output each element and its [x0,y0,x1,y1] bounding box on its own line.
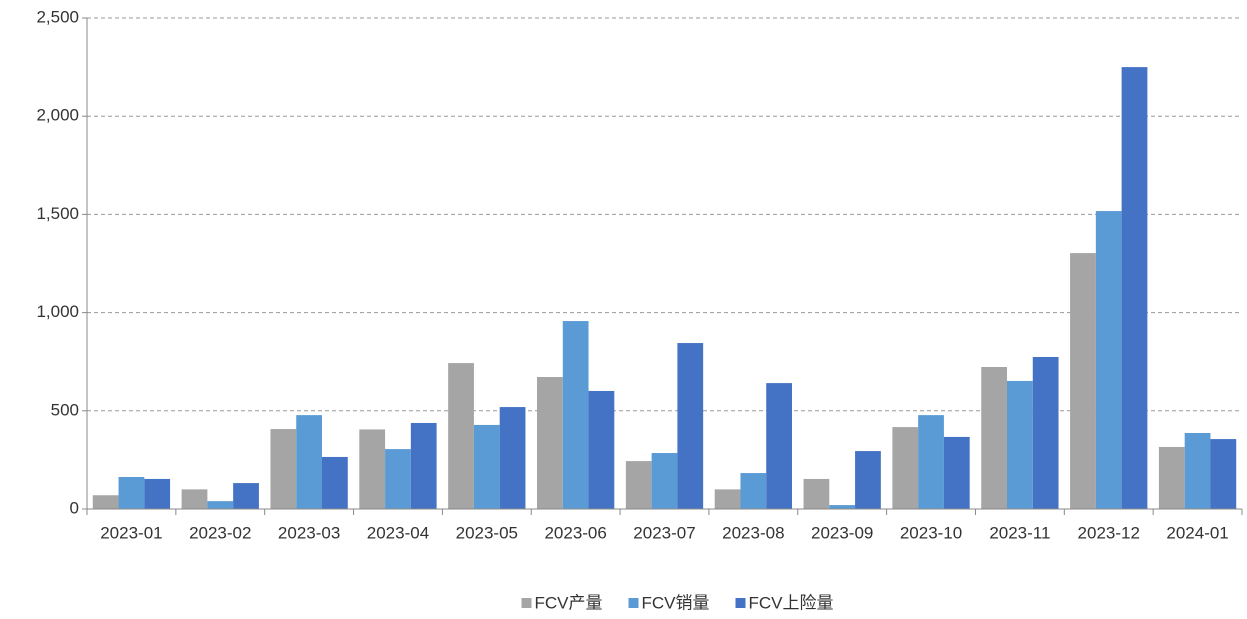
legend-swatch [735,598,746,608]
bar [1032,356,1059,509]
bar [410,422,437,509]
legend-swatch [521,598,532,608]
bar [1070,253,1096,509]
bar [803,478,830,509]
x-tick-label: 2023-05 [456,523,518,542]
bar [855,451,881,509]
bar [892,427,919,509]
bar [92,495,119,509]
x-tick-label: 2023-10 [900,523,962,542]
x-tick-label: 2023-09 [811,523,873,542]
bar [1007,380,1033,509]
bar [677,343,704,509]
bar [359,429,386,509]
bar [181,489,208,509]
bar [562,321,589,509]
bar [385,449,411,509]
x-tick-label: 2023-07 [633,523,695,542]
bar [118,476,145,509]
bar [740,473,767,509]
x-tick-label: 2023-04 [367,523,429,542]
legend-label: FCV产量 [535,593,603,612]
x-tick-label: 2023-12 [1078,523,1140,542]
x-tick-label: 2023-03 [278,523,340,542]
x-tick-label: 2023-11 [989,523,1050,542]
y-tick-label: 2,000 [36,106,79,125]
bar [943,436,970,509]
bar [144,478,171,509]
legend-swatch [628,598,639,608]
x-tick-label: 2023-01 [100,523,162,542]
y-tick-label: 0 [70,498,79,517]
y-tick-label: 500 [51,400,79,419]
bar [537,377,563,509]
legend-label: FCV上险量 [749,593,834,612]
bar [714,489,741,509]
bar [270,429,297,509]
x-tick-label: 2023-02 [189,523,251,542]
y-tick-label: 1,500 [36,204,79,223]
x-tick-label: 2024-01 [1166,523,1228,542]
bar [1095,211,1122,509]
bar [473,424,500,509]
y-tick-label: 1,000 [36,302,79,321]
bar [766,383,792,509]
bar [1121,67,1148,509]
legend-label: FCV销量 [642,593,710,612]
bar [207,501,234,509]
bar [625,461,652,509]
bar [1210,439,1237,509]
bar [321,456,348,509]
bar [448,363,474,509]
bar [918,415,944,509]
bar [829,505,856,509]
y-tick-label: 2,500 [36,7,79,26]
x-tick-label: 2023-08 [722,523,784,542]
bar [981,367,1008,509]
bar [1158,446,1185,509]
bar [651,453,678,509]
bar [588,390,615,509]
bar [499,407,526,509]
bar [233,483,259,509]
bar [296,415,322,509]
bar [1184,432,1211,509]
x-tick-label: 2023-06 [544,523,606,542]
